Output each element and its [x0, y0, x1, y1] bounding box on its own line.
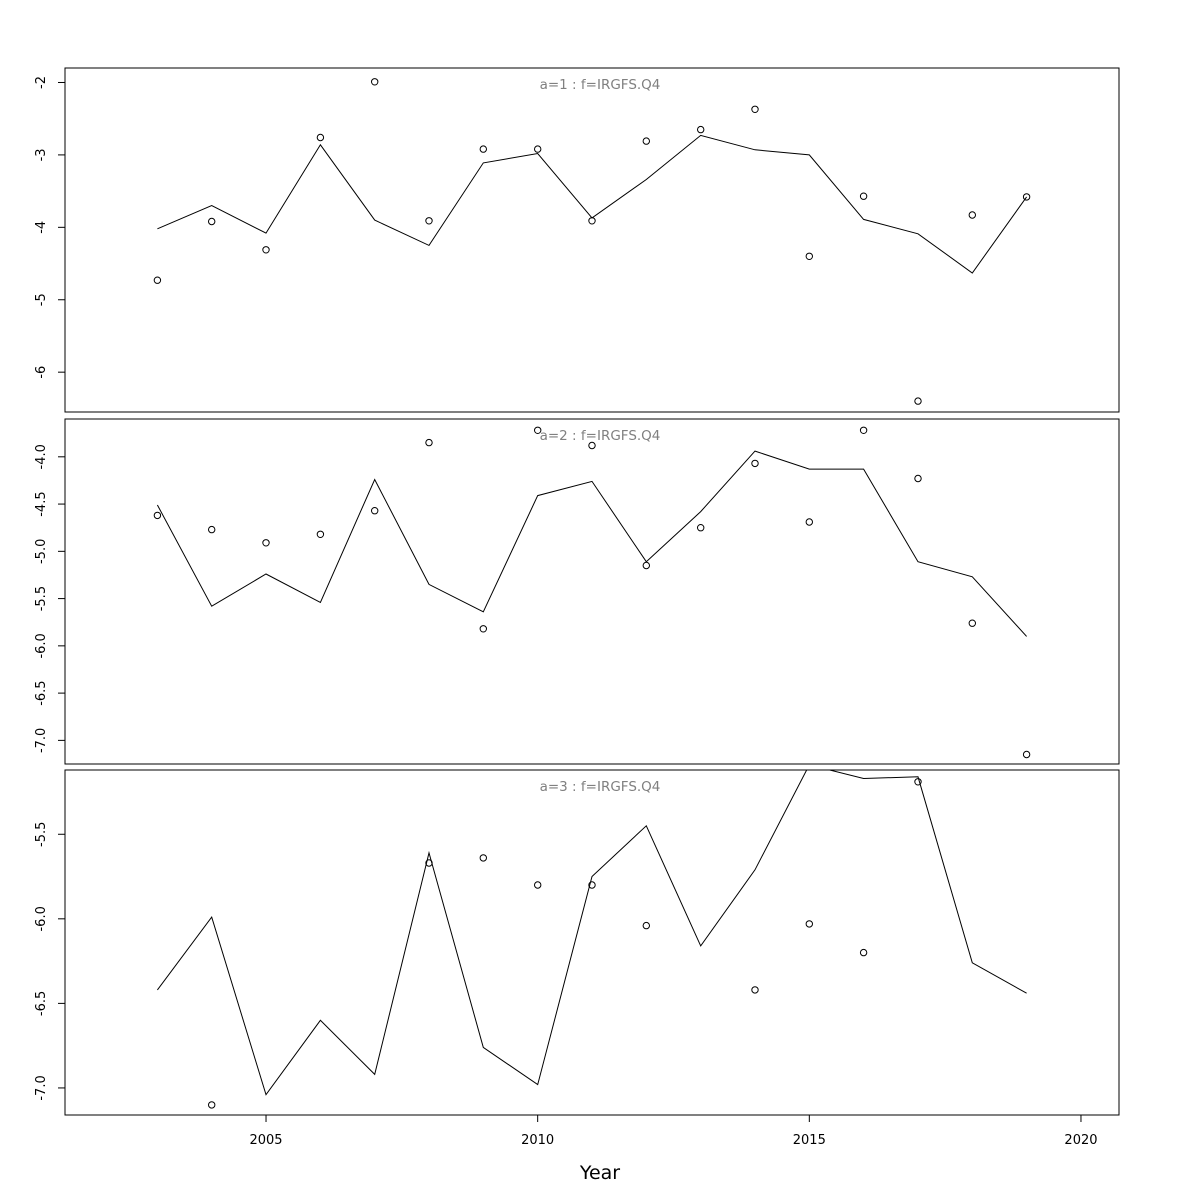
- y-tick-label: -6.5: [34, 991, 49, 1016]
- observed-point: [859, 426, 868, 434]
- observed-point: [751, 986, 759, 994]
- observed-point: [479, 145, 487, 153]
- x-tick-label: 2020: [1064, 1133, 1097, 1148]
- observed-point: [697, 125, 705, 134]
- panel-frame: [64, 769, 1120, 1116]
- observed-point: [805, 518, 813, 526]
- panel-1: a=1 : f=IRGFS.Q4 -2 -3 -4 -5 -6: [34, 67, 1120, 413]
- x-tick-label: 2010: [521, 1133, 554, 1148]
- y-tick-label: -5.5: [34, 586, 49, 611]
- panel-title: a=3 : f=IRGFS.Q4: [540, 779, 661, 795]
- y-tick-label: -5.5: [34, 822, 49, 847]
- x-tick-label: 2015: [793, 1133, 826, 1148]
- observed-point: [425, 859, 433, 867]
- observed-point: [316, 530, 325, 538]
- y-tick-label: -6.0: [34, 906, 49, 931]
- panel-frame: [64, 67, 1120, 413]
- observed-point: [262, 246, 270, 254]
- observed-point: [534, 881, 542, 889]
- observed-point: [153, 511, 162, 520]
- observed-point: [371, 507, 379, 515]
- x-tick-label: 2005: [249, 1133, 282, 1148]
- observed-point: [914, 778, 922, 786]
- y-tick-label: -5: [34, 293, 49, 306]
- observed-point: [534, 426, 542, 434]
- observed-point: [914, 474, 922, 483]
- x-axis: 2005 2010 2015 2020: [249, 1114, 1098, 1148]
- observed-point: [371, 78, 379, 86]
- observed-point: [805, 920, 813, 928]
- x-axis-title: Year: [579, 1162, 620, 1184]
- observed-point: [262, 539, 270, 547]
- fitted-line: [156, 770, 1027, 1096]
- observed-point: [208, 1101, 216, 1109]
- y-tick-label: -6.0: [34, 633, 49, 658]
- observed-point: [751, 105, 759, 114]
- y-tick-label: -2: [34, 76, 49, 89]
- observed-point: [1022, 193, 1031, 201]
- panel-3: a=3 : f=IRGFS.Q4 -5.5 -6.0 -6.5 -7.0: [34, 769, 1120, 1116]
- observed-point: [534, 145, 542, 153]
- observed-point: [1022, 750, 1031, 759]
- observed-point: [642, 921, 650, 930]
- y-tick-label: -4: [34, 221, 49, 234]
- observed-point: [208, 525, 216, 534]
- panel-2: a=2 : f=IRGFS.Q4 -4.0 -4.5 -5.0 -5.5 -6.0 -6.5…: [34, 418, 1120, 765]
- observed-point: [805, 252, 813, 260]
- observed-point: [479, 854, 487, 862]
- observed-point: [425, 438, 433, 447]
- observed-point: [425, 217, 433, 225]
- y-tick-label: -4.5: [34, 491, 49, 516]
- fitted-line: [156, 450, 1027, 637]
- panel-frame: [64, 418, 1120, 765]
- y-tick-label: -6.5: [34, 680, 49, 705]
- observed-point: [751, 459, 759, 468]
- panel-title: a=1 : f=IRGFS.Q4: [540, 77, 661, 93]
- observed-point: [642, 137, 650, 145]
- y-tick-label: -4.0: [34, 444, 49, 469]
- observed-point: [642, 561, 650, 570]
- observed-point: [153, 276, 162, 284]
- observed-point: [208, 217, 216, 226]
- observed-point: [588, 217, 596, 225]
- observed-point: [859, 192, 868, 200]
- observed-point: [968, 211, 976, 219]
- observed-point: [316, 133, 325, 142]
- y-tick-label: -3: [34, 148, 49, 161]
- observed-point: [588, 881, 596, 889]
- observed-point: [968, 619, 976, 627]
- observed-point: [914, 397, 922, 405]
- y-tick-label: -6: [34, 366, 49, 379]
- observed-point: [479, 625, 487, 633]
- observed-point: [588, 441, 596, 450]
- y-tick-label: -7.0: [34, 1075, 49, 1100]
- y-tick-label: -5.0: [34, 539, 49, 564]
- fitted-line: [157, 134, 1028, 274]
- observed-point: [859, 948, 868, 957]
- observed-point: [697, 524, 705, 532]
- y-tick-label: -7.0: [34, 728, 49, 753]
- panel-title: a=2 : f=IRGFS.Q4: [540, 428, 661, 444]
